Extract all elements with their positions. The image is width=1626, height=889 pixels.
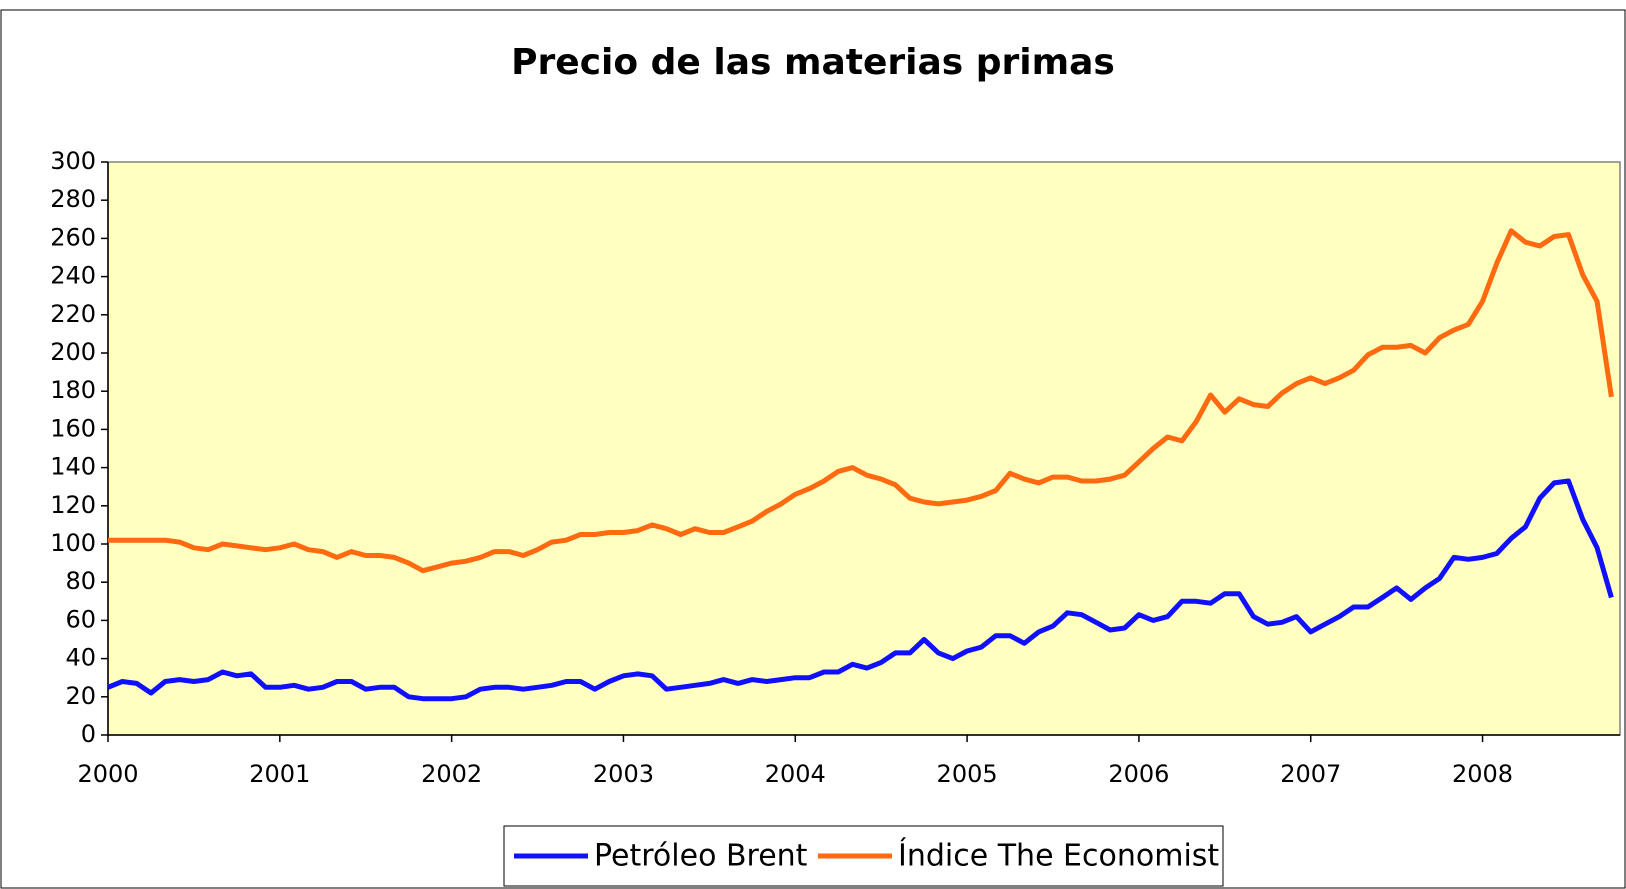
x-tick-label: 2008 xyxy=(1452,760,1513,788)
plot-area xyxy=(107,161,1621,736)
y-tick-label: 300 xyxy=(50,147,96,175)
x-tick-label: 2000 xyxy=(77,760,138,788)
x-tick-label: 2002 xyxy=(421,760,482,788)
y-tick-label: 200 xyxy=(50,338,96,366)
y-tick-label: 240 xyxy=(50,262,96,290)
y-tick-label: 60 xyxy=(65,605,96,633)
y-tick-label: 160 xyxy=(50,414,96,442)
y-tick-label: 220 xyxy=(50,300,96,328)
y-tick-label: 180 xyxy=(50,376,96,404)
series-line xyxy=(108,228,1614,574)
x-tick-label: 2003 xyxy=(593,760,654,788)
series-line xyxy=(107,478,1614,702)
x-tick-label: 2005 xyxy=(937,760,998,788)
legend-label: Petróleo Brent xyxy=(594,839,808,874)
y-tick-label: 260 xyxy=(50,223,96,251)
chart-title: Precio de las materias primas xyxy=(511,42,1115,83)
y-tick-label: 100 xyxy=(50,529,96,557)
x-tick-label: 2004 xyxy=(765,760,826,788)
y-tick-label: 0 xyxy=(81,720,96,748)
x-tick-label: 2001 xyxy=(249,760,310,788)
y-tick-label: 80 xyxy=(65,567,96,595)
x-tick-label: 2007 xyxy=(1280,760,1341,788)
y-tick-label: 20 xyxy=(65,682,96,710)
y-tick-label: 40 xyxy=(65,644,96,672)
x-tick-label: 2006 xyxy=(1108,760,1169,788)
y-tick-label: 140 xyxy=(50,453,96,481)
legend-label: Índice The Economist xyxy=(898,838,1219,874)
y-tick-label: 120 xyxy=(50,491,96,519)
y-tick-label: 280 xyxy=(50,185,96,213)
